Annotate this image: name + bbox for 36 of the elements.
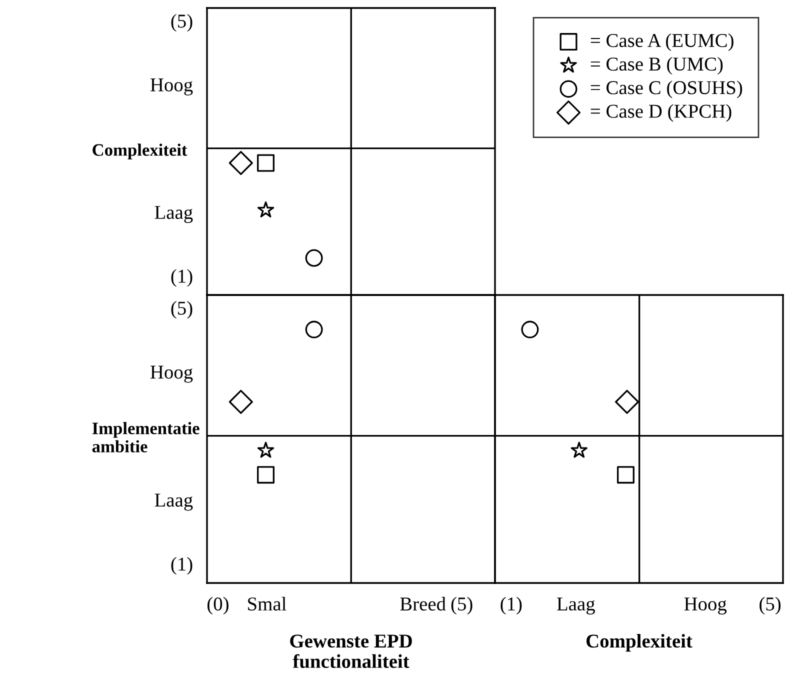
- y-tick-label: Hoog: [150, 366, 193, 383]
- y-tick-label: Laag: [154, 494, 193, 511]
- y-tick-label: (5): [171, 301, 192, 319]
- legend-label: = Case D (KPCH): [590, 104, 732, 122]
- x-axis-title: Complexiteit: [586, 634, 692, 652]
- x-tick-label: Laag: [557, 598, 595, 615]
- point: [257, 201, 274, 218]
- y-tick-label: Hoog: [150, 78, 193, 96]
- x-tick-label: (5): [760, 596, 781, 615]
- y-tick-label: Laag: [154, 206, 193, 224]
- x-tick-label: (1): [500, 596, 522, 615]
- legend-label: = Case B (UMC): [590, 56, 723, 75]
- y-tick-label: (1): [171, 557, 192, 575]
- point: [614, 390, 640, 414]
- x-tick-label: (0): [207, 596, 228, 615]
- x-axis-title: Gewenste EPD functionaliteit: [290, 634, 412, 668]
- x-tick-label: Smal: [248, 596, 286, 611]
- x-tick-label: Breed: [400, 596, 446, 611]
- y-axis-title: Implementatie ambitie: [92, 422, 200, 452]
- point: [305, 320, 323, 338]
- y-tick-label: (1): [171, 269, 192, 287]
- point: [305, 249, 323, 267]
- legend-label: = Case C (OSUHS): [590, 80, 742, 98]
- y-axis-title: Complexiteit: [92, 144, 188, 160]
- y-tick-label: (5): [171, 14, 192, 32]
- x-tick-label: Hoog: [684, 598, 727, 615]
- point: [257, 442, 274, 458]
- point: [228, 150, 253, 176]
- point: [616, 466, 634, 484]
- point: [257, 154, 275, 172]
- point: [570, 442, 588, 458]
- legend-label: = Case A (EUMC): [590, 33, 734, 52]
- point: [257, 466, 275, 484]
- point: [228, 390, 253, 414]
- x-tick-label: (5): [451, 596, 472, 615]
- point: [521, 320, 539, 338]
